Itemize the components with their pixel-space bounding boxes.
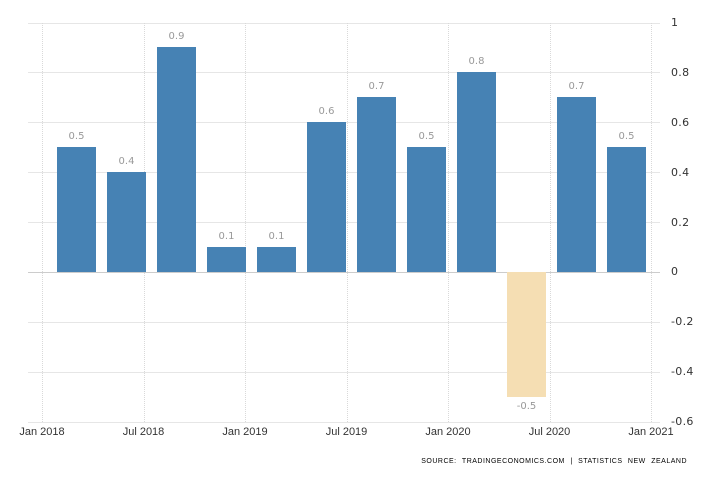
x-axis-tick-label: Jul 2019: [325, 426, 368, 438]
bar-value-label: 0.9: [168, 31, 185, 43]
gridline-horizontal: [28, 22, 660, 24]
x-axis-tick-label: Jan 2020: [425, 426, 471, 438]
bar-value-label: 0.1: [268, 230, 285, 242]
bar-value-label: 0.1: [218, 230, 235, 242]
bar-2020-Q4[interactable]: [607, 147, 646, 272]
gridline-horizontal: [28, 371, 660, 373]
bar-2020-Q1[interactable]: [457, 72, 496, 272]
bar-2018-Q4[interactable]: [207, 246, 246, 272]
gridline-vertical: [245, 22, 246, 422]
gridline-horizontal: [28, 421, 660, 423]
y-axis-tick-label: -0.4: [671, 365, 694, 379]
bar-value-label: 0.4: [118, 156, 135, 168]
bar-value-label: 0.8: [468, 56, 485, 68]
gridline-vertical: [448, 22, 449, 422]
bar-2018-Q2[interactable]: [107, 172, 146, 272]
bar-value-label: 0.5: [418, 131, 435, 143]
bar-2019-Q4[interactable]: [407, 147, 446, 272]
y-axis-tick-label: 0.2: [671, 215, 690, 229]
source-attribution: SOURCE: TRADINGECONOMICS.COM | STATISTIC…: [421, 458, 687, 465]
x-axis-tick-label: Jan 2018: [19, 426, 65, 438]
bar-value-label: 0.6: [318, 106, 335, 118]
gridline-vertical: [651, 22, 652, 422]
bar-2019-Q1[interactable]: [257, 246, 296, 272]
bar-2019-Q2[interactable]: [307, 122, 346, 272]
y-axis-tick-label: -0.6: [671, 415, 694, 428]
y-axis-tick-label: 0.8: [671, 65, 690, 79]
bar-2018-Q3[interactable]: [157, 47, 196, 272]
y-axis-tick-label: 0.6: [671, 115, 690, 129]
bar-2018-Q1[interactable]: [57, 147, 96, 272]
x-axis-tick-label: Jan 2021: [628, 426, 674, 438]
y-axis-tick-label: 0: [671, 265, 679, 279]
x-axis-tick-label: Jul 2018: [122, 426, 165, 438]
x-axis-tick-label: Jan 2019: [222, 426, 268, 438]
gridline-vertical: [346, 22, 348, 422]
bar-value-label: 0.7: [568, 81, 585, 93]
bar-value-label: -0.5: [516, 400, 537, 412]
bar-value-label: 0.7: [368, 81, 385, 93]
gridline-horizontal: [28, 72, 660, 74]
y-axis-tick-label: 0.4: [671, 165, 690, 179]
gridline-horizontal: [28, 271, 660, 273]
bar-2020-Q2[interactable]: [507, 271, 546, 397]
gridline-vertical: [42, 22, 43, 422]
bar-2020-Q3[interactable]: [557, 97, 596, 272]
bar-2019-Q3[interactable]: [357, 97, 396, 272]
bar-value-label: 0.5: [618, 131, 635, 143]
bar-value-label: 0.5: [68, 131, 85, 143]
gridline-horizontal: [28, 321, 660, 323]
y-axis-tick-label: -0.2: [671, 315, 694, 329]
y-axis-tick-label: 1: [671, 16, 679, 29]
x-axis-tick-label: Jul 2020: [528, 426, 571, 438]
gridline-vertical: [549, 22, 551, 422]
